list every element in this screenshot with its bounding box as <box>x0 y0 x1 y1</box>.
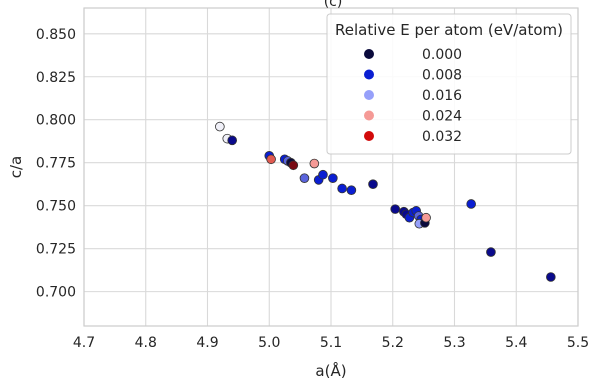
y-tick-label: 0.800 <box>36 113 76 129</box>
data-point <box>309 158 320 169</box>
x-tick-label: 4.7 <box>73 335 95 351</box>
data-point <box>266 154 276 165</box>
y-tick-label: 0.775 <box>36 156 76 172</box>
data-point <box>466 199 476 209</box>
data-point <box>288 160 299 171</box>
x-tick-label: 5.2 <box>382 335 404 351</box>
legend-entry-label: 0.016 <box>422 88 462 104</box>
data-point <box>546 272 556 282</box>
legend-box <box>326 13 572 155</box>
legend-marker <box>364 131 374 141</box>
legend-entry-label: 0.024 <box>422 109 462 125</box>
scatter-points <box>215 121 556 282</box>
legend-marker <box>364 49 374 59</box>
data-point <box>299 173 310 183</box>
x-tick-label: 5.3 <box>443 335 465 351</box>
data-point <box>318 169 328 180</box>
y-tick-label: 0.725 <box>36 242 76 258</box>
legend-marker <box>364 90 374 100</box>
x-tick-label: 5.0 <box>258 335 280 351</box>
x-tick-label: 5.4 <box>505 335 527 351</box>
y-tick-label: 0.825 <box>36 70 76 86</box>
y-tick-label: 0.700 <box>36 285 76 301</box>
data-point <box>390 204 401 214</box>
data-point <box>215 121 225 132</box>
legend-entry-label: 0.032 <box>422 129 462 145</box>
x-tick-label: 5.1 <box>320 335 342 351</box>
data-point <box>346 185 357 196</box>
top-label: (c) <box>324 0 343 10</box>
y-tick-label: 0.750 <box>36 199 76 215</box>
data-point <box>328 173 338 183</box>
y-tick-label: 0.850 <box>36 27 76 43</box>
plot-frame <box>83 7 579 327</box>
y-tick-labels: 0.700 0.725 0.750 0.775 0.800 0.825 0.850 <box>36 27 76 301</box>
x-tick-label: 4.9 <box>196 335 218 351</box>
legend-marker <box>364 69 374 80</box>
x-tick-label: 5.5 <box>567 335 589 351</box>
x-tick-label: 4.8 <box>135 335 157 351</box>
data-point <box>421 212 431 223</box>
legend-entry-label: 0.008 <box>422 68 462 84</box>
legend: Relative E per atom (eV/atom) 0.000 0.008… <box>326 13 572 155</box>
legend-entries: 0.000 0.008 0.016 0.024 0.032 <box>364 47 462 145</box>
x-tick-labels: 4.7 4.8 4.9 5.0 5.1 5.2 5.3 5.4 5.5 <box>73 335 589 351</box>
data-point <box>337 183 347 194</box>
legend-marker <box>364 110 374 121</box>
data-point <box>486 247 496 257</box>
data-point <box>227 135 238 146</box>
x-axis-label: a(Å) <box>315 361 346 380</box>
legend-entry-label: 0.000 <box>422 47 462 63</box>
data-point <box>368 179 378 189</box>
y-axis-label: c/a <box>7 156 25 179</box>
legend-title: Relative E per atom (eV/atom) <box>335 21 563 39</box>
